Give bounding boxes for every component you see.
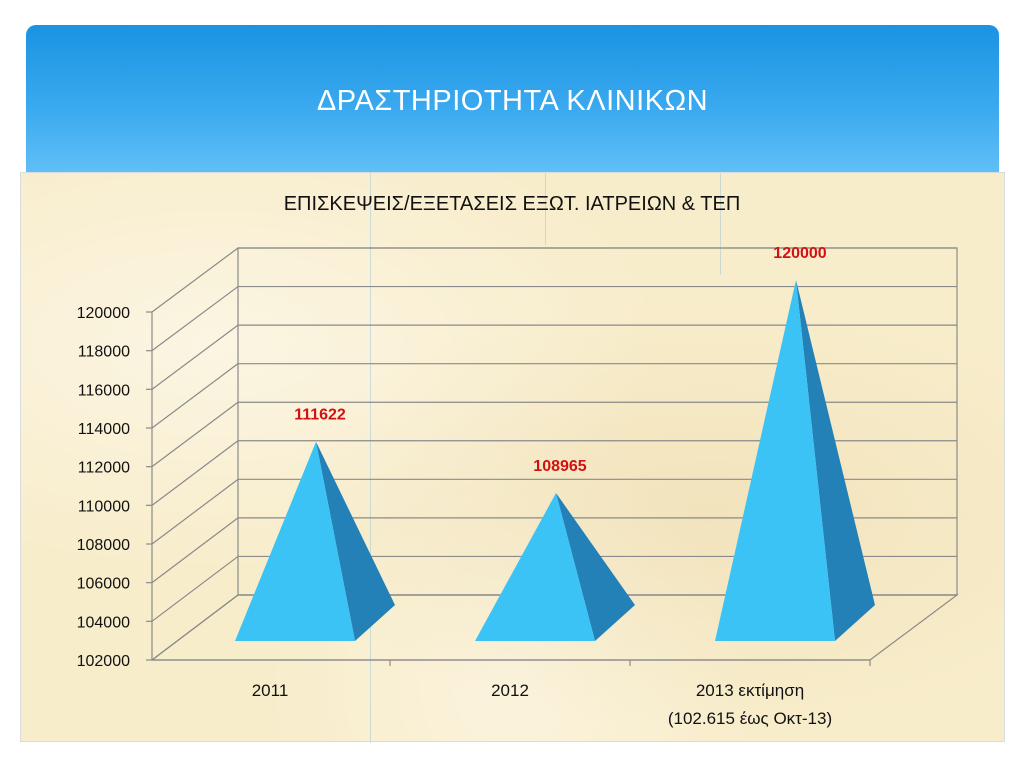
- pyramid-side-face: [316, 441, 395, 641]
- y-tick-label: 108000: [77, 537, 130, 554]
- pyramid-front-face: [715, 280, 835, 641]
- pyramid-front-face: [475, 493, 595, 641]
- header-band: [26, 25, 999, 175]
- side-gridline: [151, 324, 239, 390]
- column-divider: [545, 173, 546, 245]
- y-tick-label: 116000: [78, 382, 130, 399]
- x-category-label: 2013 εκτίμηση: [696, 681, 804, 700]
- y-tick-label: 112000: [78, 460, 130, 477]
- pyramid-side-face: [556, 493, 635, 641]
- side-gridline: [151, 517, 239, 584]
- chart-title: ΕΠΙΣΚΕΨΕΙΣ/ΕΞΕΤΑΣΕΙΣ ΕΞΩΤ. ΙΑΤΡΕΙΩΝ & ΤΕ…: [284, 193, 741, 215]
- column-divider: [370, 173, 371, 743]
- data-label: 111622: [294, 407, 346, 424]
- side-gridline: [151, 286, 239, 352]
- x-category-label: 2012: [491, 681, 529, 700]
- x-category-label: (102.615 έως Οκτ-13): [668, 709, 832, 728]
- side-gridline: [151, 247, 239, 313]
- side-gridline: [151, 363, 239, 429]
- side-gridline: [151, 401, 239, 468]
- y-tick-label: 120000: [77, 305, 130, 322]
- y-tick-label: 114000: [78, 421, 130, 438]
- column-divider: [720, 173, 721, 275]
- side-gridline: [151, 478, 239, 545]
- y-tick-label: 106000: [77, 576, 130, 593]
- pyramid-side-face: [796, 280, 875, 641]
- side-gridline: [151, 555, 239, 622]
- data-label: 108965: [533, 458, 586, 475]
- x-category-label: 2011: [252, 681, 289, 700]
- y-tick-label: 118000: [78, 344, 130, 361]
- y-tick-label: 104000: [77, 614, 130, 631]
- pyramid-front-face: [235, 441, 355, 641]
- y-tick-label: 102000: [77, 653, 130, 670]
- slide-title: ΔΡΑΣΤΗΡΙΟΤΗΤΑ ΚΛΙΝΙΚΩΝ: [316, 85, 709, 117]
- side-gridline: [151, 440, 239, 506]
- data-label: 120000: [773, 245, 826, 262]
- y-tick-label: 110000: [78, 498, 130, 515]
- side-gridline: [151, 594, 239, 661]
- chart-frame: [20, 172, 1005, 743]
